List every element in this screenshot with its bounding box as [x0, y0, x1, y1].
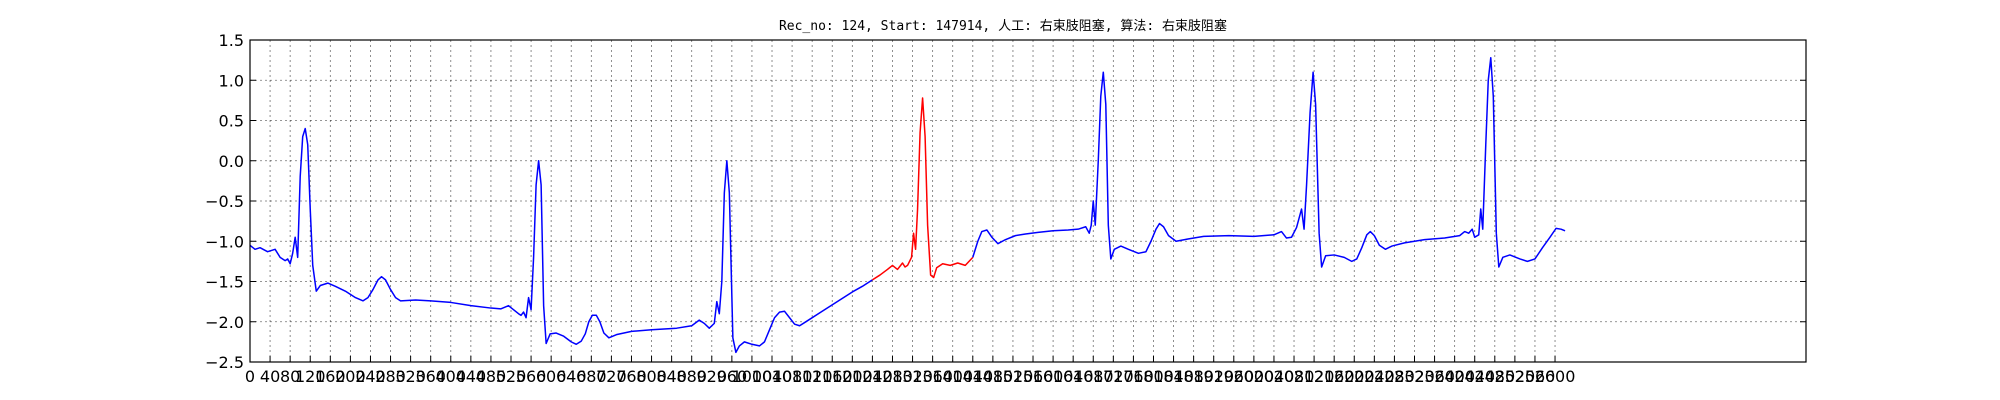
- y-axis-ticks: −2.5 −2.0 −1.5 −1.0 −0.5 0.0 0.5 1.0 1.5: [205, 31, 1806, 372]
- x-tick-label: 840: [656, 367, 687, 386]
- x-tick-label: 1760: [1113, 367, 1154, 386]
- x-tick-label: 600: [536, 367, 567, 386]
- x-tick-label: 1600: [1033, 367, 1074, 386]
- x-tick-label: 1520: [993, 367, 1034, 386]
- series-line-highlight: [871, 97, 974, 281]
- x-tick-label: 800: [636, 367, 667, 386]
- x-tick-label: 80: [280, 367, 300, 386]
- x-tick-label: 680: [576, 367, 607, 386]
- x-tick-label: 1640: [1053, 367, 1094, 386]
- x-tick-label: 2000: [1234, 367, 1275, 386]
- x-tick-label: 360: [415, 367, 446, 386]
- y-tick-label: −1.0: [205, 232, 244, 251]
- series-line: [249, 127, 873, 354]
- x-tick-label: 2600: [1535, 367, 1576, 386]
- x-tick-label: 2080: [1274, 367, 1315, 386]
- grid: [249, 39, 1806, 363]
- x-tick-label: 1920: [1193, 367, 1234, 386]
- x-tick-label: 320: [395, 367, 426, 386]
- x-tick-label: 2360: [1414, 367, 1455, 386]
- x-tick-label: 2160: [1314, 367, 1355, 386]
- x-tick-label: 520: [496, 367, 527, 386]
- y-tick-label: −0.5: [205, 192, 244, 211]
- x-tick-label: 1080: [772, 367, 813, 386]
- x-tick-label: 1840: [1153, 367, 1194, 386]
- x-tick-label: 400: [436, 367, 467, 386]
- x-tick-label: 200: [335, 367, 366, 386]
- x-tick-label: 760: [616, 367, 647, 386]
- x-tick-label: 2280: [1374, 367, 1415, 386]
- x-tick-label: 280: [375, 367, 406, 386]
- x-tick-label: 0: [245, 367, 255, 386]
- chart-title: Rec_no: 124, Start: 147914, 人工: 右束肢阻塞, 算…: [779, 18, 1227, 34]
- x-tick-label: 1400: [932, 367, 973, 386]
- x-tick-label: 1720: [1093, 367, 1134, 386]
- x-tick-label: 2040: [1254, 367, 1295, 386]
- x-tick-label: 960: [717, 367, 748, 386]
- x-tick-label: 1800: [1133, 367, 1174, 386]
- x-tick-label: 2400: [1434, 367, 1475, 386]
- x-tick-label: 1320: [892, 367, 933, 386]
- x-tick-label: 1120: [792, 367, 833, 386]
- plot-area: [249, 56, 1566, 354]
- x-tick-label: 1040: [752, 367, 793, 386]
- x-tick-label: 1880: [1173, 367, 1214, 386]
- y-tick-label: 1.0: [219, 71, 244, 90]
- y-tick-label: −2.0: [205, 313, 244, 332]
- series-line: [972, 56, 1566, 268]
- x-tick-label: 440: [456, 367, 487, 386]
- x-tick-label: 120: [295, 367, 326, 386]
- x-tick-label: 40: [260, 367, 280, 386]
- x-tick-label: 1440: [952, 367, 993, 386]
- x-tick-label: 560: [516, 367, 547, 386]
- x-tick-label: 1680: [1073, 367, 1114, 386]
- x-tick-label: 240: [355, 367, 386, 386]
- x-axis-ticks: 0 40 8012016020024028032036040044048052056…: [245, 356, 1575, 386]
- x-tick-label: 1360: [912, 367, 953, 386]
- y-tick-label: −2.5: [205, 353, 244, 372]
- x-tick-label: 2480: [1474, 367, 1515, 386]
- x-tick-label: 2200: [1334, 367, 1375, 386]
- x-tick-label: 2520: [1495, 367, 1536, 386]
- x-tick-label: 2120: [1294, 367, 1335, 386]
- y-tick-label: −1.5: [205, 273, 244, 292]
- y-tick-label: 0.0: [219, 152, 244, 171]
- x-tick-label: 880: [676, 367, 707, 386]
- x-tick-label: 2240: [1354, 367, 1395, 386]
- x-tick-label: 1960: [1213, 367, 1254, 386]
- y-tick-label: 1.5: [219, 31, 244, 50]
- x-tick-label: 720: [596, 367, 627, 386]
- x-tick-label: 2320: [1394, 367, 1435, 386]
- x-tick-label: 1240: [852, 367, 893, 386]
- y-tick-label: 0.5: [219, 112, 244, 131]
- x-tick-label: 640: [556, 367, 587, 386]
- axes-frame: [249, 39, 1807, 363]
- x-tick-label: 1480: [973, 367, 1014, 386]
- x-tick-label: 1280: [872, 367, 913, 386]
- x-tick-label: 2440: [1454, 367, 1495, 386]
- x-tick-label: 920: [697, 367, 728, 386]
- x-tick-label: 1160: [812, 367, 853, 386]
- x-tick-label: 160: [315, 367, 346, 386]
- x-tick-label: 480: [476, 367, 507, 386]
- x-tick-label: 1200: [832, 367, 873, 386]
- x-tick-label: 1560: [1013, 367, 1054, 386]
- x-tick-label: 2560: [1515, 367, 1556, 386]
- x-tick-label: 1000: [732, 367, 773, 386]
